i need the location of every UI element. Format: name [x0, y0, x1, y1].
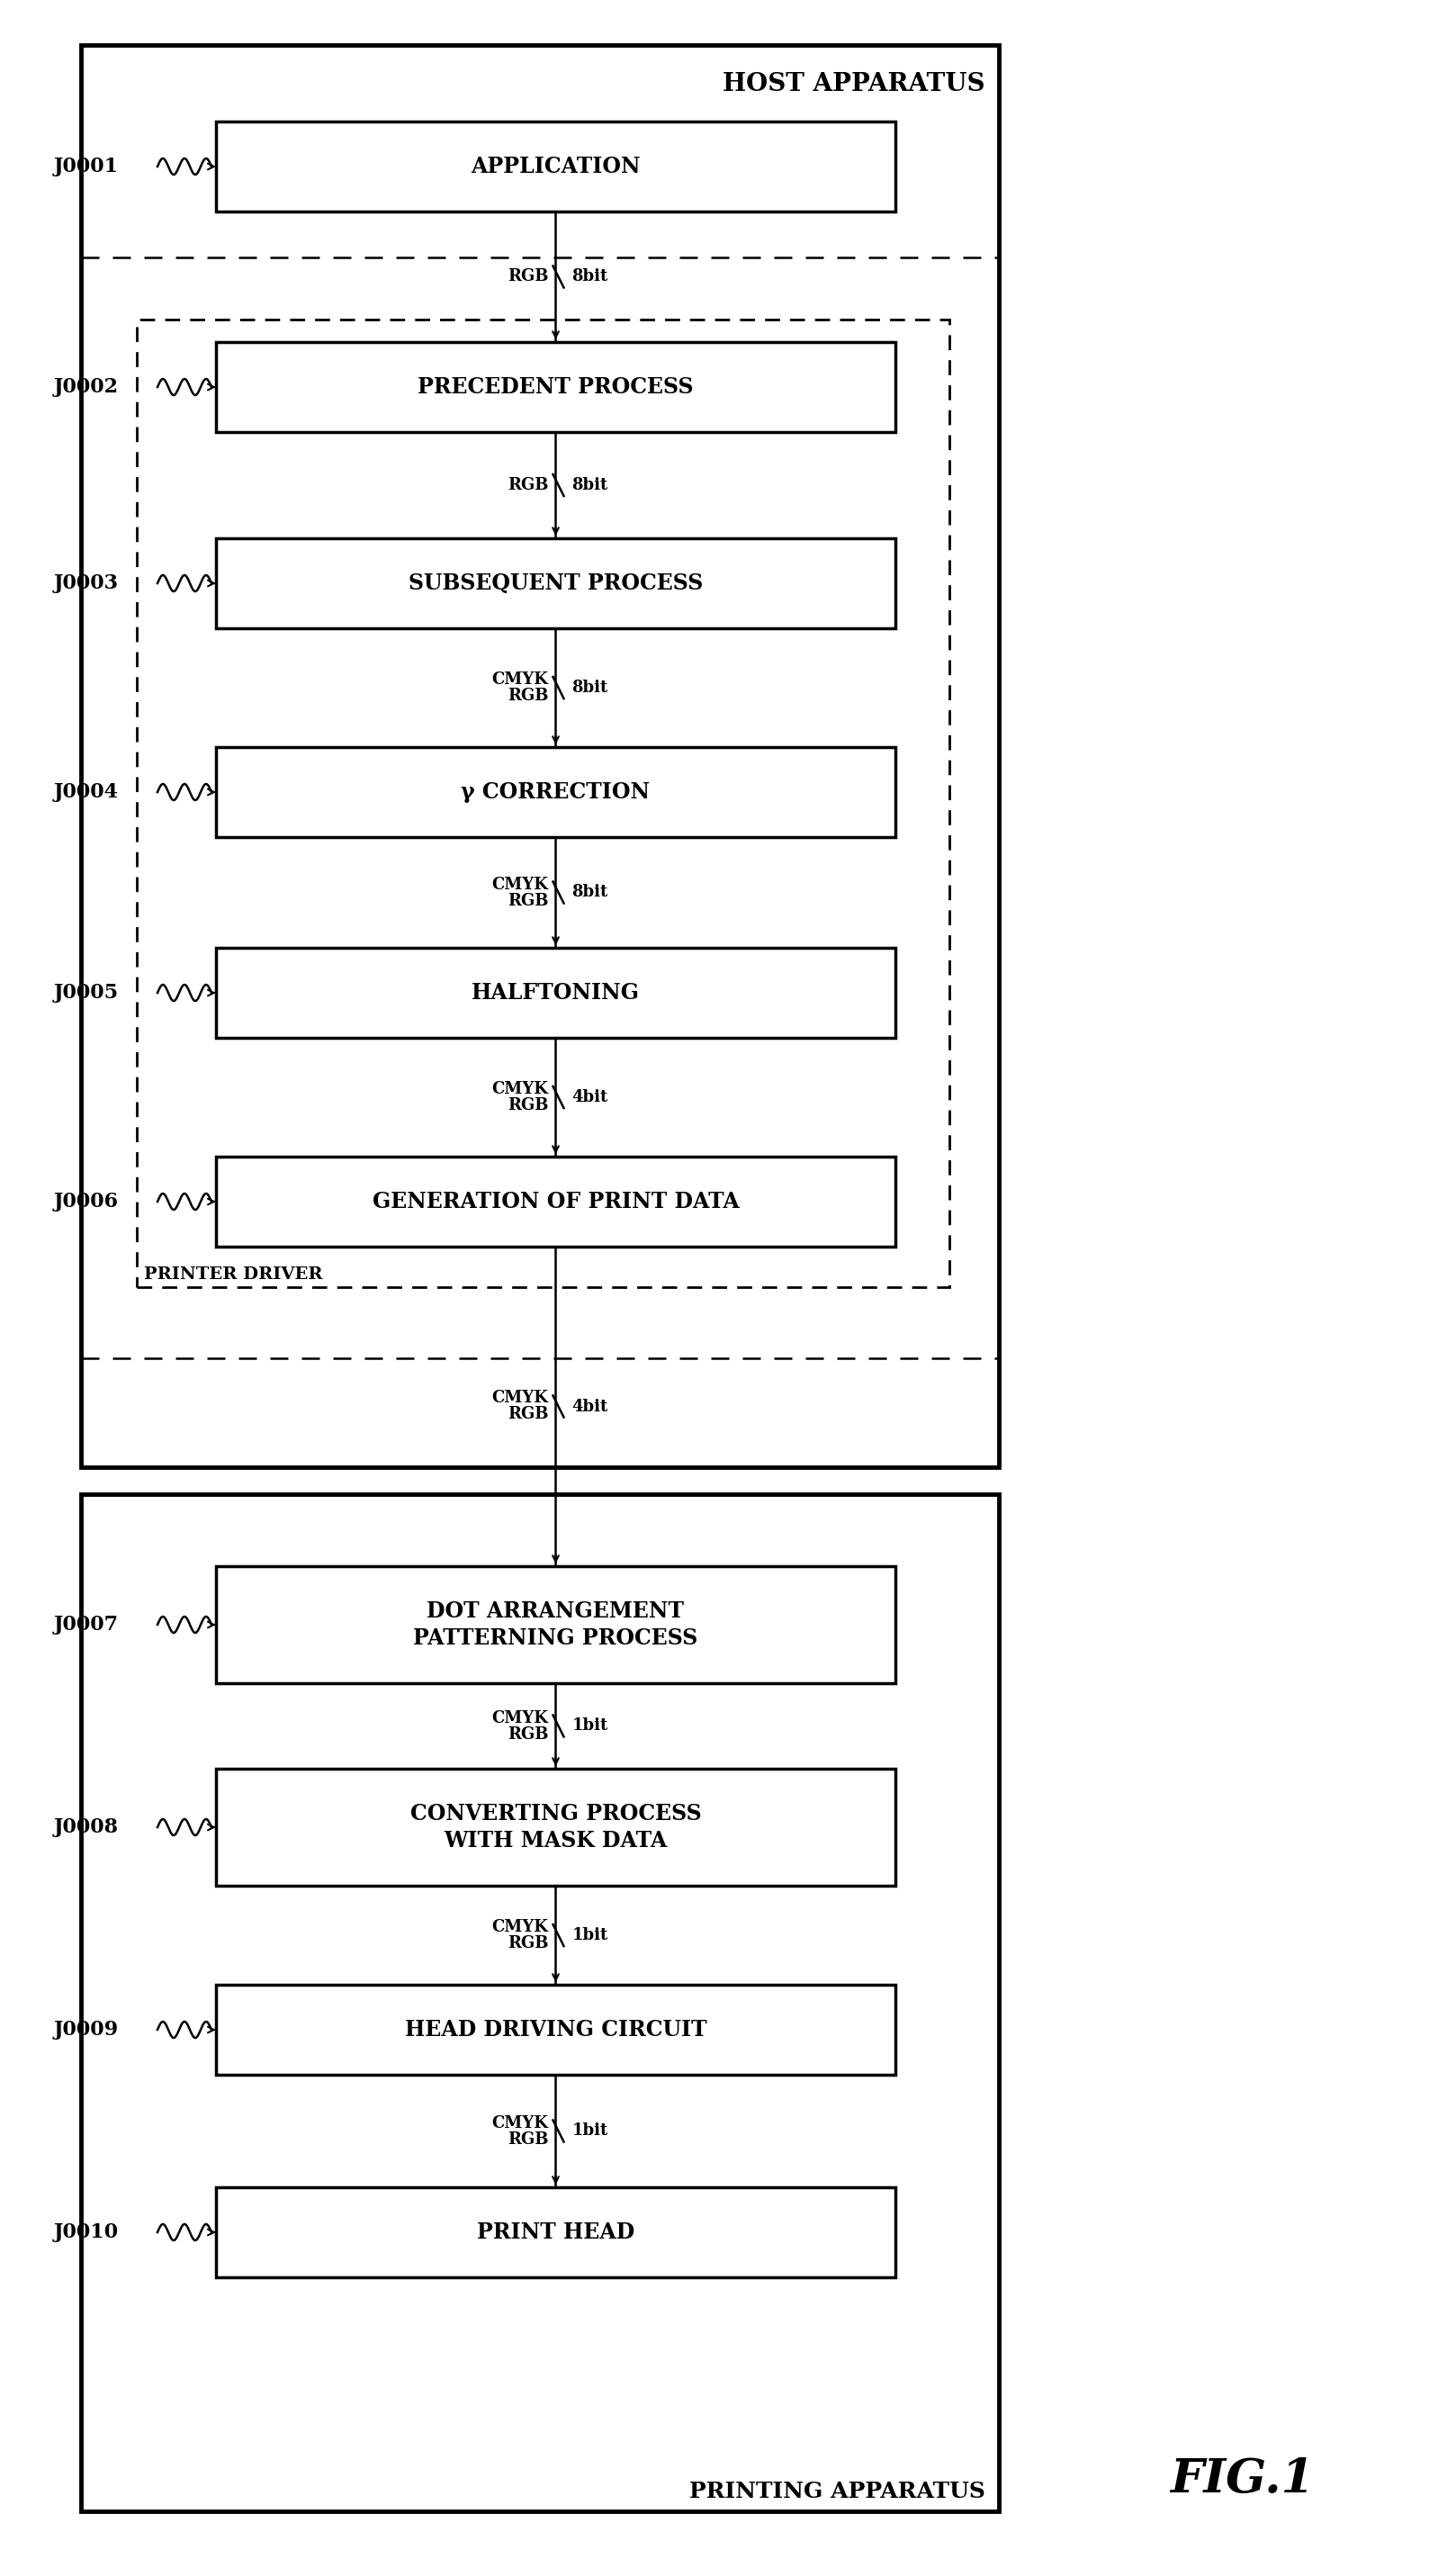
Text: 1bit: 1bit	[572, 2124, 609, 2139]
Text: γ CORRECTION: γ CORRECTION	[462, 781, 651, 804]
Text: CMYK
RGB: CMYK RGB	[492, 1389, 549, 1423]
Bar	[215, 121, 895, 211]
Text: J0002: J0002	[54, 377, 119, 398]
Text: RGB: RGB	[508, 478, 549, 493]
Text: 1bit: 1bit	[572, 1926, 609, 1944]
Bar	[215, 1566, 895, 1682]
Text: 8bit: 8bit	[572, 681, 609, 696]
Text: SUBSEQUENT PROCESS: SUBSEQUENT PROCESS	[409, 573, 703, 593]
Text: J0004: J0004	[54, 783, 119, 801]
Text: PRECEDENT PROCESS: PRECEDENT PROCESS	[418, 377, 693, 398]
Text: CONVERTING PROCESS
WITH MASK DATA: CONVERTING PROCESS WITH MASK DATA	[411, 1803, 702, 1852]
Bar	[215, 948, 895, 1037]
Text: J0001: J0001	[54, 157, 119, 177]
Text: 4bit: 4bit	[572, 1089, 609, 1104]
Bar	[137, 318, 949, 1287]
Bar	[215, 1985, 895, 2075]
Text: FIG.1: FIG.1	[1169, 2458, 1313, 2501]
Text: HEAD DRIVING CIRCUIT: HEAD DRIVING CIRCUIT	[405, 2018, 706, 2042]
Bar	[215, 1769, 895, 1885]
Text: PRINTING APPARATUS: PRINTING APPARATUS	[690, 2481, 986, 2501]
Text: J0009: J0009	[54, 2021, 119, 2039]
Bar	[215, 2188, 895, 2278]
Text: CMYK
RGB: CMYK RGB	[492, 1081, 549, 1115]
Text: J0005: J0005	[54, 984, 119, 1002]
Text: 8bit: 8bit	[572, 270, 609, 285]
Text: 8bit: 8bit	[572, 883, 609, 901]
Text: HOST APPARATUS: HOST APPARATUS	[724, 72, 986, 98]
Text: J0010: J0010	[54, 2221, 119, 2242]
Text: 4bit: 4bit	[572, 1400, 609, 1415]
Text: CMYK
RGB: CMYK RGB	[492, 670, 549, 704]
Text: J0008: J0008	[54, 1818, 119, 1836]
Text: CMYK
RGB: CMYK RGB	[492, 1710, 549, 1741]
Bar	[215, 539, 895, 629]
Text: J0003: J0003	[54, 573, 119, 593]
Bar	[215, 1156, 895, 1245]
Text: CMYK
RGB: CMYK RGB	[492, 1918, 549, 1952]
Text: PRINT HEAD: PRINT HEAD	[476, 2221, 635, 2242]
Text: PRINTER DRIVER: PRINTER DRIVER	[144, 1266, 323, 1281]
Text: J0006: J0006	[54, 1192, 119, 1212]
Text: 1bit: 1bit	[572, 1718, 609, 1733]
Bar	[215, 342, 895, 431]
Text: GENERATION OF PRINT DATA: GENERATION OF PRINT DATA	[373, 1192, 740, 1212]
Text: J0007: J0007	[54, 1615, 119, 1636]
Text: CMYK
RGB: CMYK RGB	[492, 2116, 549, 2147]
Text: DOT ARRANGEMENT
PATTERNING PROCESS: DOT ARRANGEMENT PATTERNING PROCESS	[414, 1600, 697, 1649]
Text: HALFTONING: HALFTONING	[472, 981, 639, 1004]
Text: CMYK
RGB: CMYK RGB	[492, 876, 549, 909]
Text: RGB: RGB	[508, 270, 549, 285]
Bar	[215, 747, 895, 837]
Text: APPLICATION: APPLICATION	[470, 157, 641, 177]
Text: 8bit: 8bit	[572, 478, 609, 493]
